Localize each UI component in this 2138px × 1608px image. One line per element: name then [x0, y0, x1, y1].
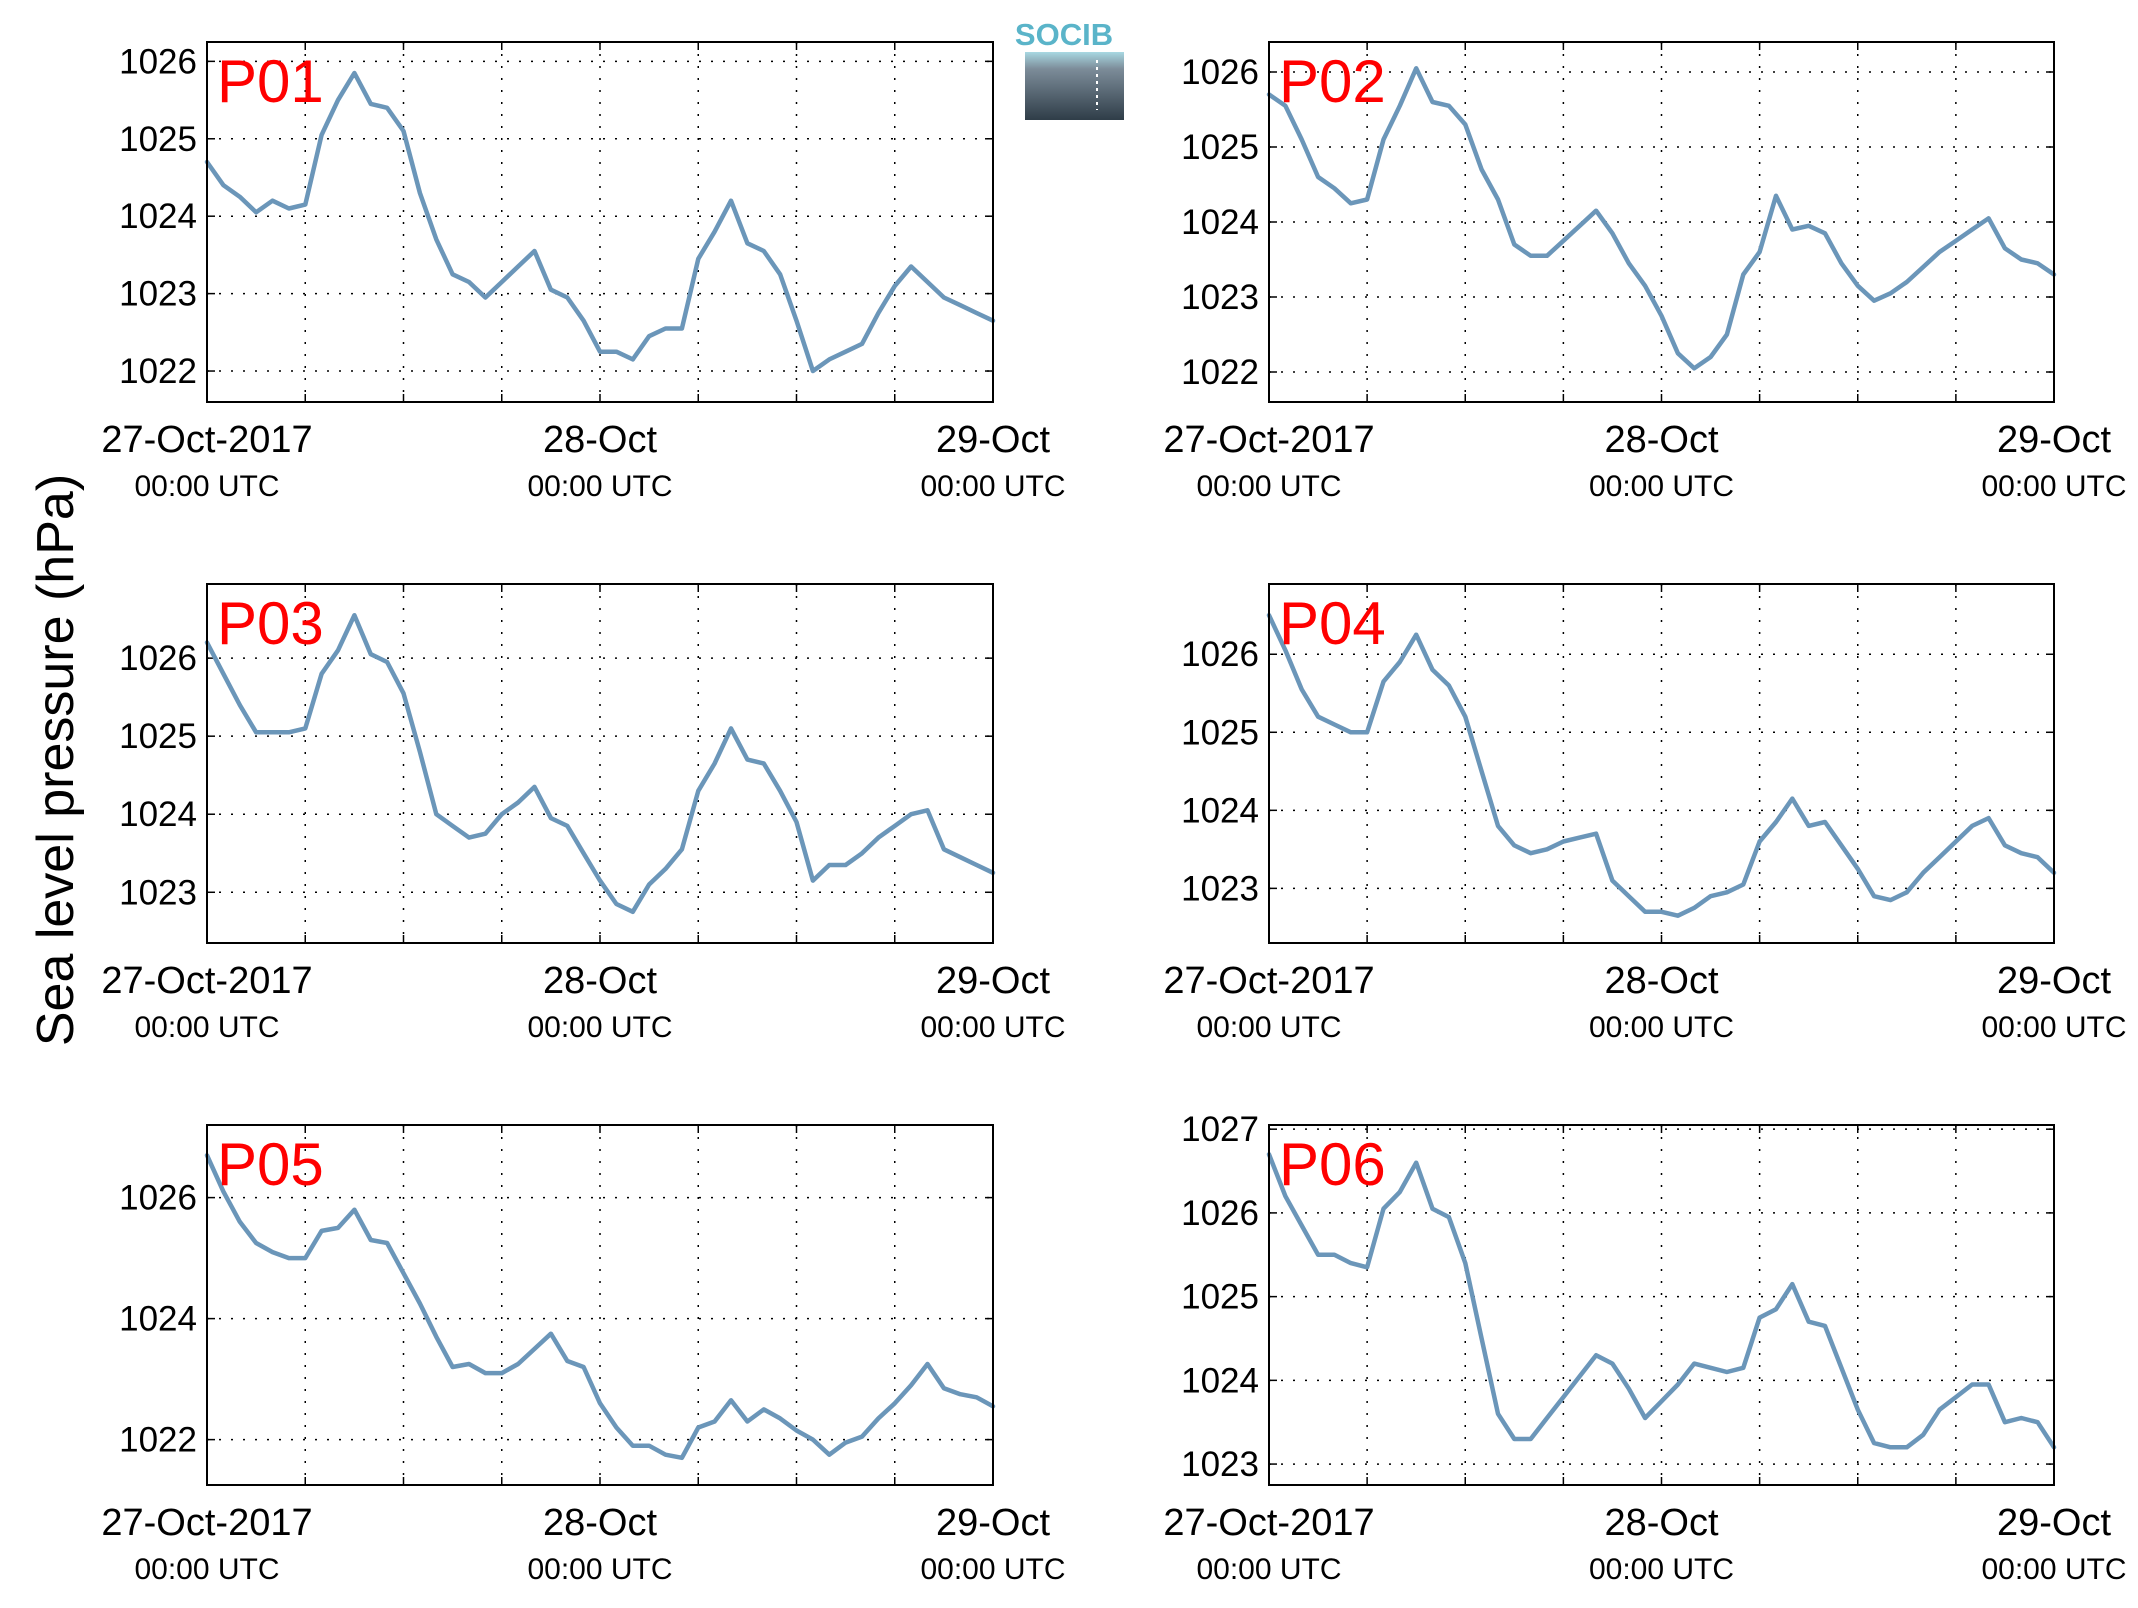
panel-p02: 1022 1023 1024 1025 1026 27-Oct-2017 00:00 UTC…: [1163, 41, 2127, 503]
x-tick-sublabel: 00:00 UTC: [920, 1553, 1065, 1586]
panel-p05: 1022 1024 1026 27-Oct-2017 00:00 UTC 28-Oct 00…: [101, 1124, 1066, 1586]
x-tick-label: 29-Oct: [1997, 419, 2111, 461]
y-tick-label: 1022: [1181, 353, 1259, 392]
x-tick-label: 28-Oct: [543, 960, 657, 1002]
y-tick-label: 1027: [1181, 1110, 1259, 1149]
y-tick-label: 1023: [119, 873, 197, 912]
y-tick-label: 1026: [119, 639, 197, 678]
x-tick-label: 28-Oct: [543, 1502, 657, 1544]
panel-p03: 1023 1024 1025 1026 27-Oct-2017 00:00 UTC 28-O…: [101, 583, 1066, 1044]
axes-frame: [206, 1124, 994, 1486]
x-tick-label: 28-Oct: [1604, 419, 1718, 461]
x-tick-label: 28-Oct: [543, 419, 657, 461]
x-tick-sublabel: 00:00 UTC: [1196, 1553, 1341, 1586]
x-tick-sublabel: 00:00 UTC: [527, 1011, 672, 1044]
x-tick-label: 29-Oct: [936, 960, 1050, 1002]
y-tick-label: 1022: [119, 1421, 197, 1460]
x-tick-sublabel: 00:00 UTC: [1589, 1011, 1734, 1044]
x-tick-sublabel: 00:00 UTC: [527, 1553, 672, 1586]
pressure-series-line: [1266, 1152, 2057, 1450]
y-tick-label: 1026: [119, 1179, 197, 1218]
x-tick-label: 29-Oct: [936, 1502, 1050, 1544]
x-tick-label: 27-Oct-2017: [101, 960, 312, 1002]
y-tick-label: 1025: [1181, 1278, 1259, 1317]
pressure-series-line: [204, 612, 996, 915]
panel-label: P03: [217, 590, 324, 657]
panel-label: P05: [217, 1131, 324, 1198]
x-tick-sublabel: 00:00 UTC: [1589, 1553, 1734, 1586]
x-tick-label: 27-Oct-2017: [101, 419, 312, 461]
axes-frame: [1268, 41, 2055, 403]
pressure-series-line: [1266, 612, 2057, 918]
pressure-series-line: [204, 70, 996, 374]
x-tick-label: 27-Oct-2017: [1163, 419, 1374, 461]
y-tick-label: 1026: [1181, 53, 1259, 92]
socib-logo-text: SOCIB: [1015, 17, 1113, 52]
y-tick-label: 1026: [1181, 635, 1259, 674]
x-tick-sublabel: 00:00 UTC: [134, 1553, 279, 1586]
x-tick-label: 28-Oct: [1604, 960, 1718, 1002]
y-tick-label: 1023: [1181, 278, 1259, 317]
axes-frame: [206, 583, 994, 944]
x-tick-label: 29-Oct: [936, 419, 1050, 461]
y-tick-label: 1026: [1181, 1194, 1259, 1233]
x-tick-sublabel: 00:00 UTC: [920, 1011, 1065, 1044]
panel-label: P04: [1279, 590, 1386, 657]
x-tick-sublabel: 00:00 UTC: [527, 470, 672, 503]
x-tick-label: 29-Oct: [1997, 960, 2111, 1002]
x-tick-sublabel: 00:00 UTC: [1981, 1011, 2126, 1044]
x-tick-sublabel: 00:00 UTC: [1196, 1011, 1341, 1044]
panel-label: P01: [217, 48, 324, 115]
y-tick-label: 1025: [119, 120, 197, 159]
panel-p04: 1023 1024 1025 1026 27-Oct-2017 00:00 UTC 28-O…: [1163, 583, 2127, 1044]
panel-label: P02: [1279, 48, 1386, 115]
y-tick-label: 1023: [119, 275, 197, 314]
y-axis-label: Sea level pressure (hPa): [27, 474, 85, 1046]
y-tick-label: 1025: [1181, 713, 1259, 752]
axes-frame: [1268, 583, 2055, 944]
x-tick-sublabel: 00:00 UTC: [1589, 470, 1734, 503]
y-tick-label: 1023: [1181, 1445, 1259, 1484]
y-tick-label: 1024: [119, 197, 197, 236]
y-tick-label: 1022: [119, 352, 197, 391]
pressure-series-line: [204, 1153, 996, 1461]
socib-logo: SOCIB: [1015, 17, 1124, 120]
y-tick-label: 1024: [1181, 791, 1259, 830]
y-tick-label: 1023: [1181, 869, 1259, 908]
y-tick-label: 1025: [119, 717, 197, 756]
y-tick-label: 1024: [1181, 1361, 1259, 1400]
x-tick-sublabel: 00:00 UTC: [134, 1011, 279, 1044]
y-tick-label: 1026: [119, 42, 197, 81]
y-tick-label: 1024: [119, 795, 197, 834]
y-tick-label: 1025: [1181, 128, 1259, 167]
x-tick-label: 27-Oct-2017: [1163, 1502, 1374, 1544]
pressure-series-line: [1266, 66, 2057, 371]
x-tick-label: 28-Oct: [1604, 1502, 1718, 1544]
panel-p01: 1022 1023 1024 1025 1026 27-Oct-2017 00:00 UTC…: [101, 41, 1066, 503]
y-tick-label: 1024: [119, 1300, 197, 1339]
x-tick-label: 27-Oct-2017: [101, 1502, 312, 1544]
x-tick-label: 27-Oct-2017: [1163, 960, 1374, 1002]
panel-p06: 1023 1024 1025 1026 1027 27-Oct-2017 00:00 UTC…: [1163, 1110, 2126, 1586]
x-tick-sublabel: 00:00 UTC: [920, 470, 1065, 503]
axes-frame: [1268, 1124, 2055, 1486]
y-tick-label: 1024: [1181, 203, 1259, 242]
x-tick-sublabel: 00:00 UTC: [1981, 470, 2126, 503]
panel-label: P06: [1279, 1131, 1386, 1198]
x-tick-label: 29-Oct: [1997, 1502, 2111, 1544]
axes-frame: [206, 41, 994, 403]
x-tick-sublabel: 00:00 UTC: [1196, 470, 1341, 503]
x-tick-sublabel: 00:00 UTC: [1981, 1553, 2126, 1586]
x-tick-sublabel: 00:00 UTC: [134, 470, 279, 503]
